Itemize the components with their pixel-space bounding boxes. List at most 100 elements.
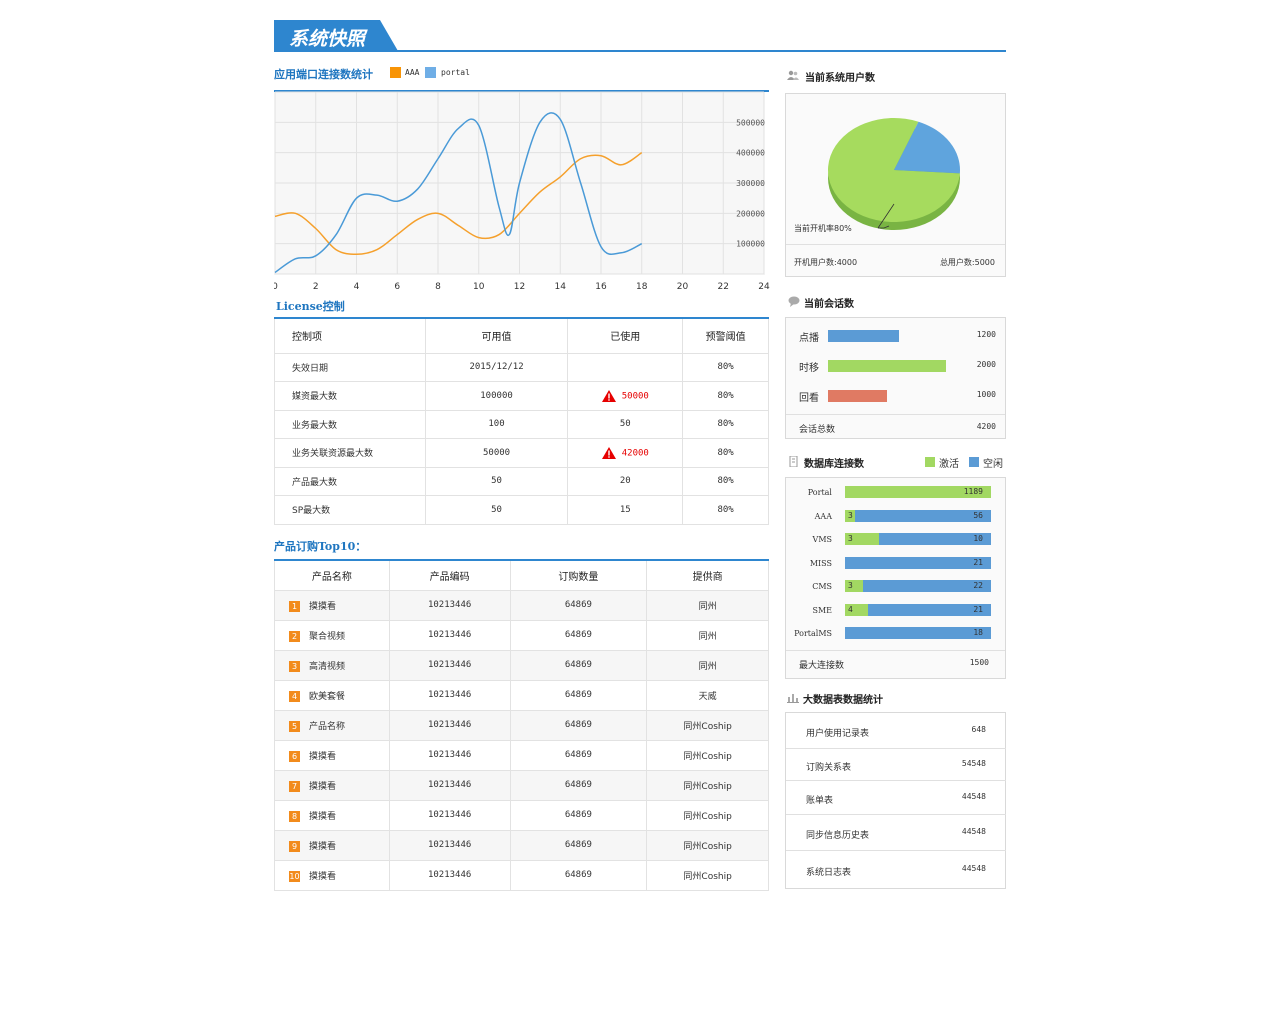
product-qty: 64869 <box>509 739 648 771</box>
bigdata-label: 系统日志表 <box>806 867 852 878</box>
session-value: 1200 <box>976 330 996 339</box>
page-title: 系统快照 <box>289 28 366 50</box>
db-panel: Portal 1189 AAA 3 56 VMS 3 10 MISS 21 CMS 3 22 SME 4 21… <box>785 477 1006 679</box>
product-row[interactable]: 2 聚合视频 10213446 64869 同州 <box>274 619 769 651</box>
bigdata-label: 用户使用记录表 <box>806 729 870 739</box>
session-bar <box>828 360 947 372</box>
license-threshold: 80% <box>682 466 769 496</box>
bigdata-value: 54548 <box>961 759 986 768</box>
db-legend-idle-label: 空闲 <box>983 459 1003 470</box>
x-tick-label: 22 <box>718 282 729 290</box>
product-code: 10213446 <box>388 829 511 861</box>
license-available: 100 <box>424 409 569 439</box>
series-line-portal <box>274 112 643 274</box>
license-available: 50 <box>424 495 569 525</box>
pie-label-leader <box>877 203 895 229</box>
product-name-cell: 8 摸摸看 <box>274 799 390 831</box>
license-used-cell: 50000 <box>567 381 684 411</box>
product-row[interactable]: 10 摸摸看 10213446 64869 同州Coship <box>274 859 769 891</box>
x-tick-label: 2 <box>313 282 319 290</box>
product-header-row: 产品名称 产品编码 订购数量 提供商 <box>274 559 769 591</box>
db-bar: 18 <box>845 627 991 639</box>
product-provider: 同州Coship <box>646 859 769 891</box>
license-available: 2015/12/12 <box>424 352 569 382</box>
users-panel-title: 当前系统用户数 <box>805 73 875 84</box>
product-row[interactable]: 5 产品名称 10213446 64869 同州Coship <box>274 709 769 741</box>
connection-chart-title: 应用端口连接数统计 <box>274 68 373 81</box>
db-bar: 3 10 <box>845 533 991 545</box>
product-provider: 天威 <box>646 679 769 711</box>
product-name: 产品名称 <box>309 721 346 732</box>
users-pie-chart <box>828 118 960 230</box>
product-name: 摸摸看 <box>309 811 337 822</box>
page-header: 系统快照 <box>274 20 1006 52</box>
license-used: 15 <box>619 504 631 515</box>
total-users-label: 总用户数:5000 <box>939 258 995 267</box>
db-panel-title: 数据库连接数 <box>804 459 864 470</box>
db-label: VMS <box>812 535 832 544</box>
sessions-panel: 点播 1200 时移 2000 回看 1000 会话总数 4200 <box>785 317 1006 439</box>
product-provider: 同州Coship <box>646 709 769 741</box>
y-tick-label: 400000 <box>736 149 765 158</box>
db-divider <box>786 650 1005 651</box>
product-qty: 64869 <box>509 649 648 681</box>
product-row[interactable]: 8 摸摸看 10213446 64869 同州Coship <box>274 799 769 831</box>
license-col-threshold: 预警阈值 <box>682 317 769 354</box>
x-tick-label: 20 <box>677 282 689 290</box>
db-bar-idle: 21 <box>845 556 991 569</box>
db-label: PortalMS <box>794 629 832 638</box>
product-provider: 同州 <box>646 649 769 681</box>
license-row: SP最大数 50 15 80% <box>274 495 769 525</box>
x-tick-label: 24 <box>758 282 770 290</box>
product-row[interactable]: 3 高清视频 10213446 64869 同州 <box>274 649 769 681</box>
license-item: 产品最大数 <box>274 466 426 496</box>
rank-badge: 2 <box>289 630 300 642</box>
product-col-name: 产品名称 <box>274 559 390 591</box>
license-title: License控制 <box>276 300 345 313</box>
product-row[interactable]: 4 欧美套餐 10213446 64869 天威 <box>274 679 769 711</box>
license-header-row: 控制项 可用值 已使用 预警阈值 <box>274 317 769 354</box>
rank-badge: 10 <box>289 870 300 882</box>
db-label: CMS <box>812 582 832 591</box>
y-tick-label: 200000 <box>736 209 765 218</box>
license-used: 42000 <box>621 448 649 459</box>
license-used: 50000 <box>621 391 649 402</box>
license-threshold: 80% <box>682 438 769 468</box>
db-max-value: 1500 <box>969 658 989 667</box>
product-row[interactable]: 7 摸摸看 10213446 64869 同州Coship <box>274 769 769 801</box>
bigdata-value: 648 <box>971 725 986 734</box>
license-available: 50000 <box>424 438 569 468</box>
x-tick-label: 6 <box>394 282 400 290</box>
product-row[interactable]: 1 摸摸看 10213446 64869 同州 <box>274 589 769 621</box>
product-provider: 同州Coship <box>646 769 769 801</box>
product-row[interactable]: 6 摸摸看 10213446 64869 同州Coship <box>274 739 769 771</box>
session-value: 2000 <box>976 360 996 369</box>
product-row[interactable]: 9 摸摸看 10213446 64869 同州Coship <box>274 829 769 861</box>
y-tick-label: 100000 <box>736 240 765 249</box>
db-bar-idle: 22 <box>862 580 991 592</box>
product-name-cell: 4 欧美套餐 <box>274 679 390 711</box>
license-threshold: 80% <box>682 495 769 525</box>
users-icon <box>787 70 799 80</box>
product-qty: 64869 <box>509 619 648 651</box>
product-name-cell: 1 摸摸看 <box>274 589 390 621</box>
product-name: 摸摸看 <box>309 781 337 792</box>
license-threshold: 80% <box>682 352 769 382</box>
sessions-divider <box>786 414 1005 415</box>
bar-chart-icon <box>787 694 799 703</box>
connection-chart-svg: 0 2 4 6 8 10 12 14 16 18 20 22 241000002000003000004… <box>274 90 770 290</box>
bigdata-row: 账单表 44548 <box>786 781 1006 815</box>
license-used-cell: 42000 <box>567 438 684 468</box>
license-row: 失效日期 2015/12/12 80% <box>274 352 769 382</box>
license-available: 100000 <box>424 381 569 411</box>
product-name: 摸摸看 <box>309 751 337 762</box>
online-users-label: 开机用户数:4000 <box>794 258 858 267</box>
rank-badge: 3 <box>289 660 300 672</box>
x-tick-label: 18 <box>636 282 648 290</box>
products-title: 产品订购Top10： <box>274 540 367 553</box>
product-qty: 64869 <box>509 679 648 711</box>
legend-label-portal: portal <box>441 68 470 77</box>
x-tick-label: 14 <box>555 282 567 290</box>
db-bar-idle: 21 <box>868 603 991 616</box>
rank-badge: 4 <box>289 690 300 702</box>
